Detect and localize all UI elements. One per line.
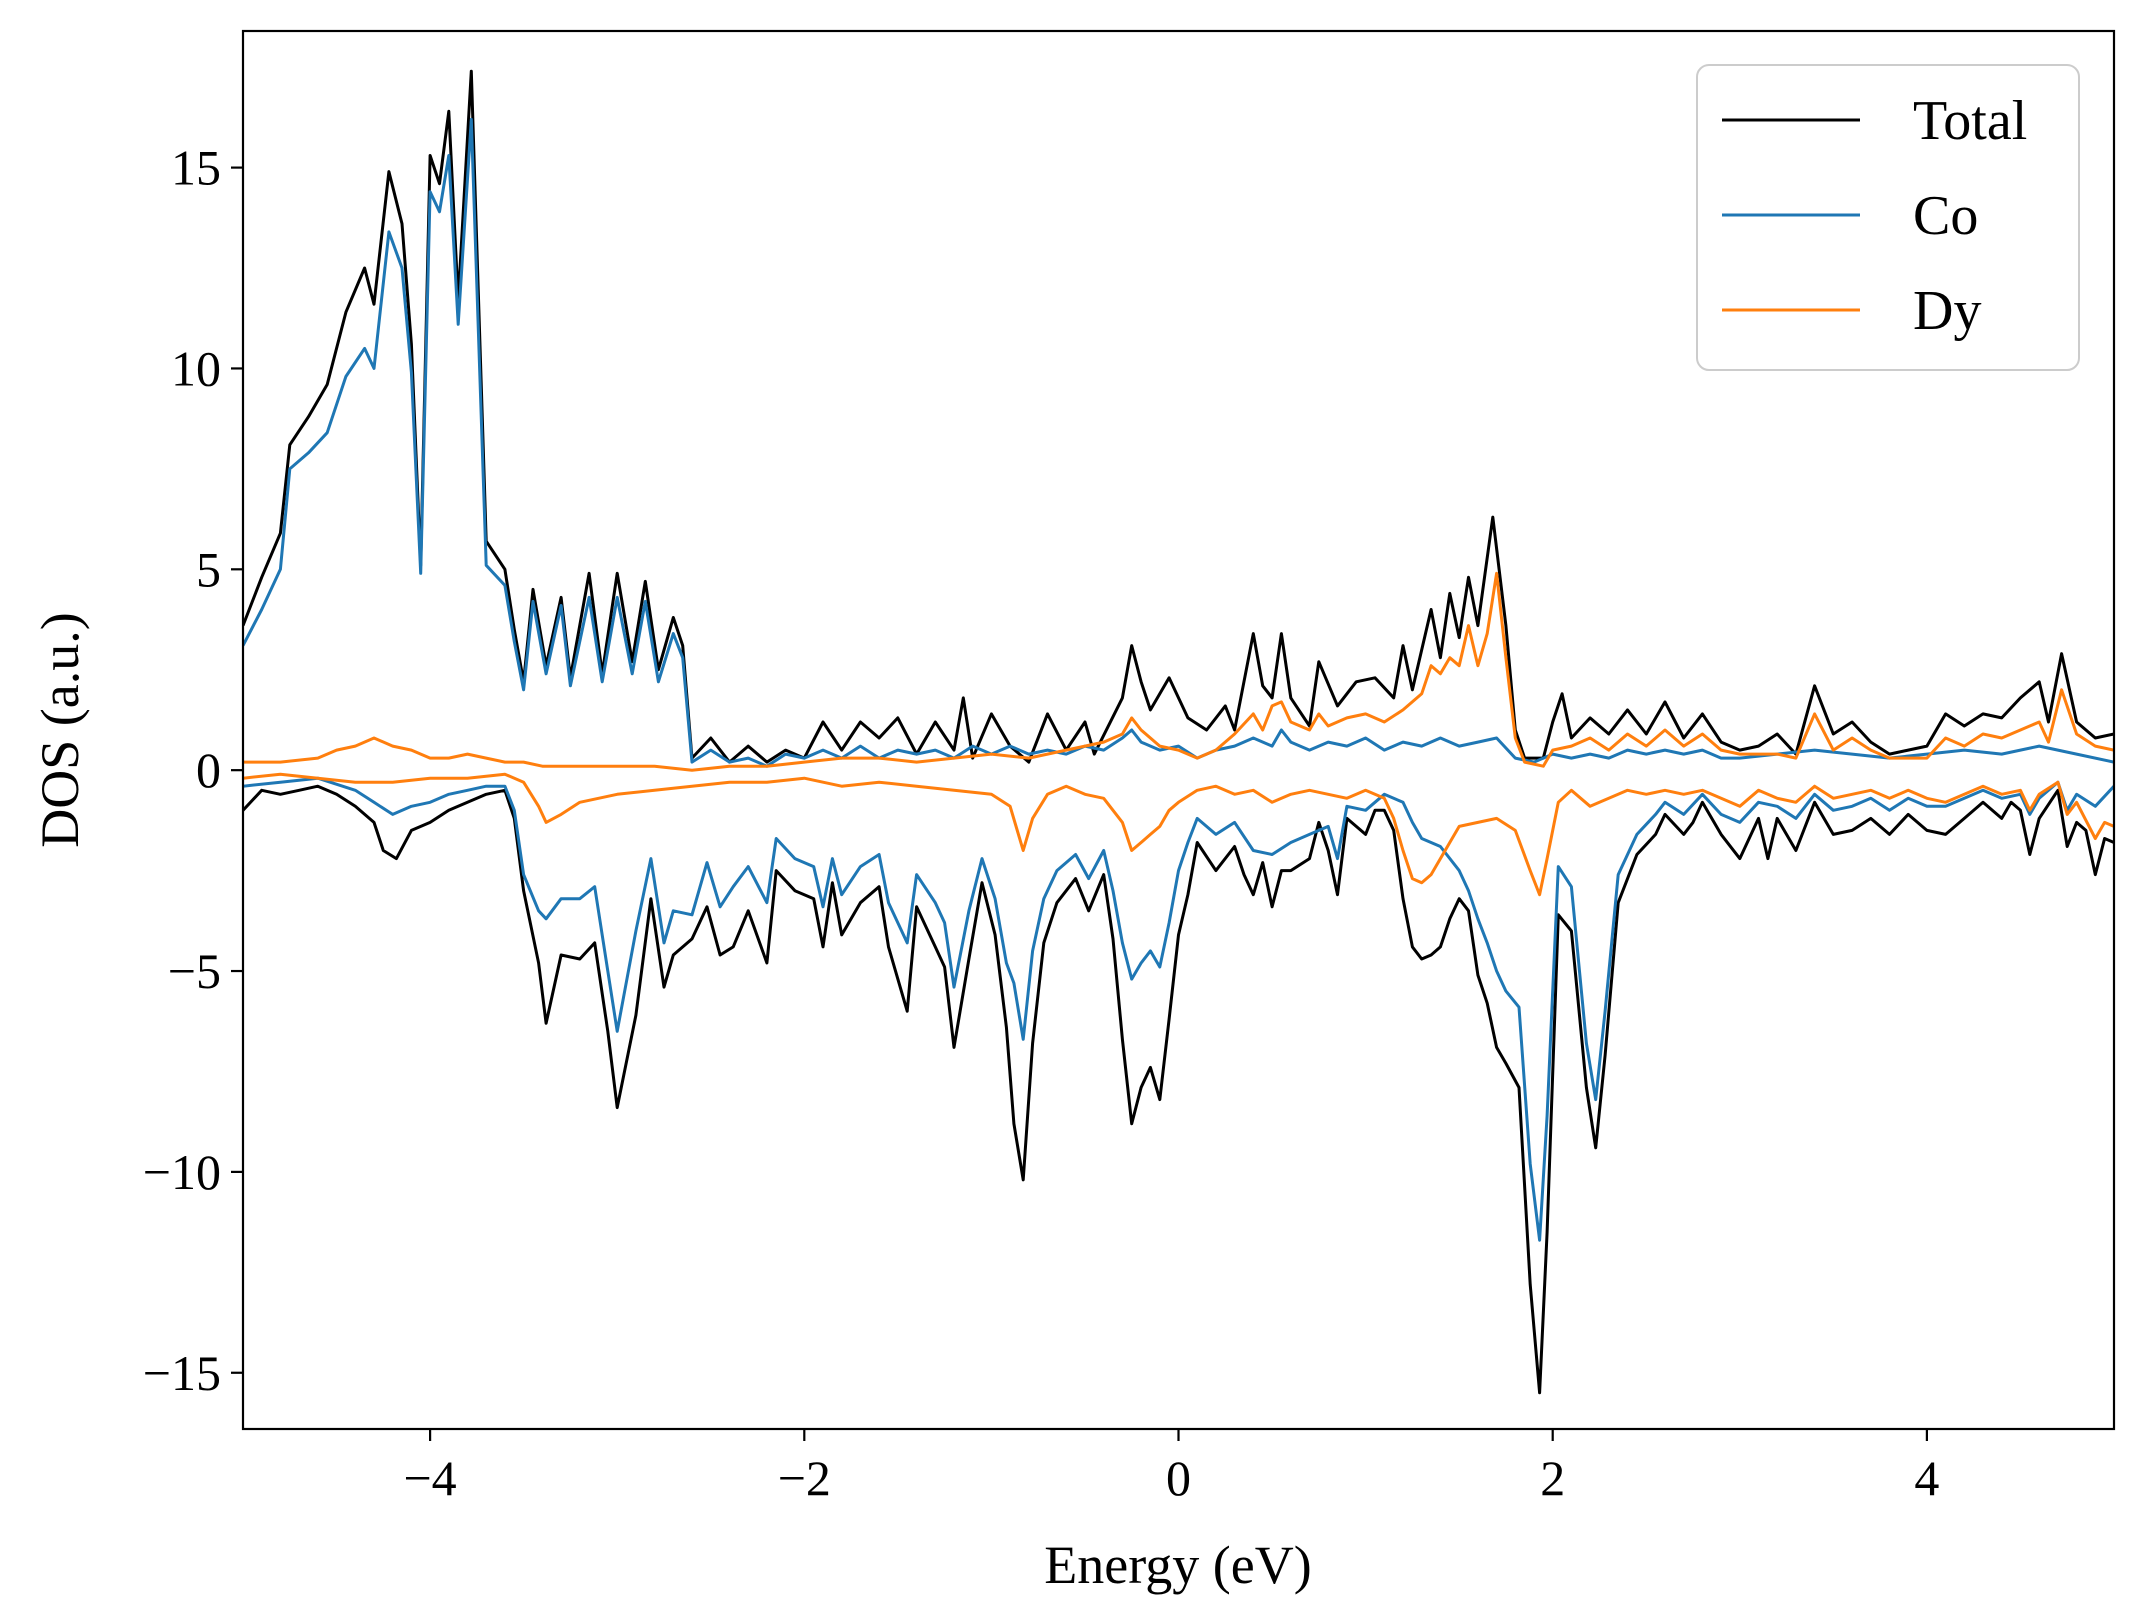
x-tick-label: 0 — [1166, 1450, 1191, 1506]
legend: Total Co Dy — [1696, 64, 2080, 371]
series-line-co-spin-down — [243, 776, 2114, 1242]
legend-label-dy: Dy — [1913, 280, 1981, 342]
y-tick-label: −5 — [168, 943, 221, 999]
x-tick-label: 2 — [1540, 1450, 1565, 1506]
x-tick-label: −2 — [778, 1450, 831, 1506]
y-tick-label: −15 — [143, 1345, 221, 1401]
y-axis-label: DOS (a.u.) — [30, 612, 90, 847]
y-tick-label: 5 — [196, 541, 221, 597]
x-axis-ticks: −4 −2 0 2 4 — [403, 1429, 1939, 1506]
legend-label-co: Co — [1913, 185, 1978, 247]
series-line-co-spin-up — [243, 117, 2114, 768]
y-tick-label: 10 — [171, 340, 221, 396]
series-line-dy-spin-down — [243, 772, 2114, 897]
x-tick-label: 4 — [1914, 1450, 1939, 1506]
y-axis-ticks: −15 −10 −5 0 5 10 15 — [143, 140, 243, 1401]
x-tick-label: −4 — [403, 1450, 456, 1506]
y-tick-label: −10 — [143, 1144, 221, 1200]
legend-label-total: Total — [1913, 90, 2027, 152]
series-line-total-spin-up — [243, 69, 2114, 764]
series-line-total-spin-down — [243, 784, 2114, 1395]
series-line-dy-spin-up — [243, 571, 2114, 772]
series-layer — [243, 69, 2114, 1395]
x-axis-label: Energy (eV) — [1044, 1535, 1311, 1595]
legend-frame — [1696, 64, 2080, 371]
y-tick-label: 15 — [171, 140, 221, 196]
y-tick-label: 0 — [196, 742, 221, 798]
